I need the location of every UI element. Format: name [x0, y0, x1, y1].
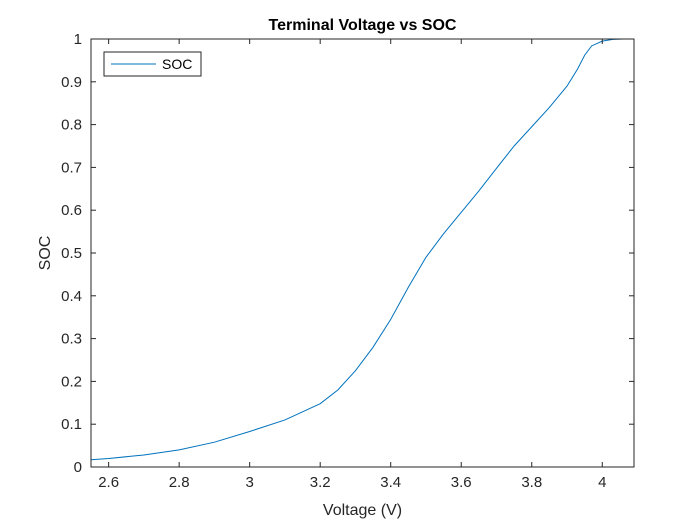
y-tick-label: 0.8: [61, 117, 82, 134]
x-tick-label: 3.4: [380, 474, 401, 491]
y-tick-label: 0.2: [61, 373, 82, 390]
y-tick-label: 1: [74, 31, 82, 48]
series-line-soc: [90, 38, 634, 461]
x-tick-label: 2.6: [98, 474, 119, 491]
y-tick-label: 0.5: [61, 245, 82, 262]
x-tick-label: 3.2: [310, 474, 331, 491]
x-tick-label: 3: [245, 474, 253, 491]
chart-title: Terminal Voltage vs SOC: [269, 17, 457, 34]
series-layer: [90, 38, 634, 461]
x-tick-label: 4: [598, 474, 606, 491]
plot-area: [91, 39, 634, 467]
y-tick-label: 0.7: [61, 159, 82, 176]
y-tick-label: 0.3: [61, 331, 82, 348]
legend-entry-soc: SOC: [162, 56, 192, 72]
y-tick-label: 0: [74, 459, 82, 476]
y-tick-label: 0.9: [61, 74, 82, 91]
x-tick-label: 3.6: [451, 474, 472, 491]
y-tick-label: 0.1: [61, 416, 82, 433]
plot-border: [90, 38, 635, 468]
x-axis-label: Voltage (V): [323, 502, 402, 519]
tick-labels: 2.6 2.8 3 3.2 3.4 3.6 3.8 4 0 0.1 0.2 0.3 0.4 0.5 0.6 0…: [61, 31, 606, 491]
y-axis-label: SOC: [37, 236, 54, 271]
legend: SOC: [103, 51, 202, 77]
x-tick-label: 3.8: [521, 474, 542, 491]
x-tick-label: 2.8: [169, 474, 190, 491]
y-tick-label: 0.4: [61, 288, 82, 305]
y-tick-label: 0.6: [61, 202, 82, 219]
